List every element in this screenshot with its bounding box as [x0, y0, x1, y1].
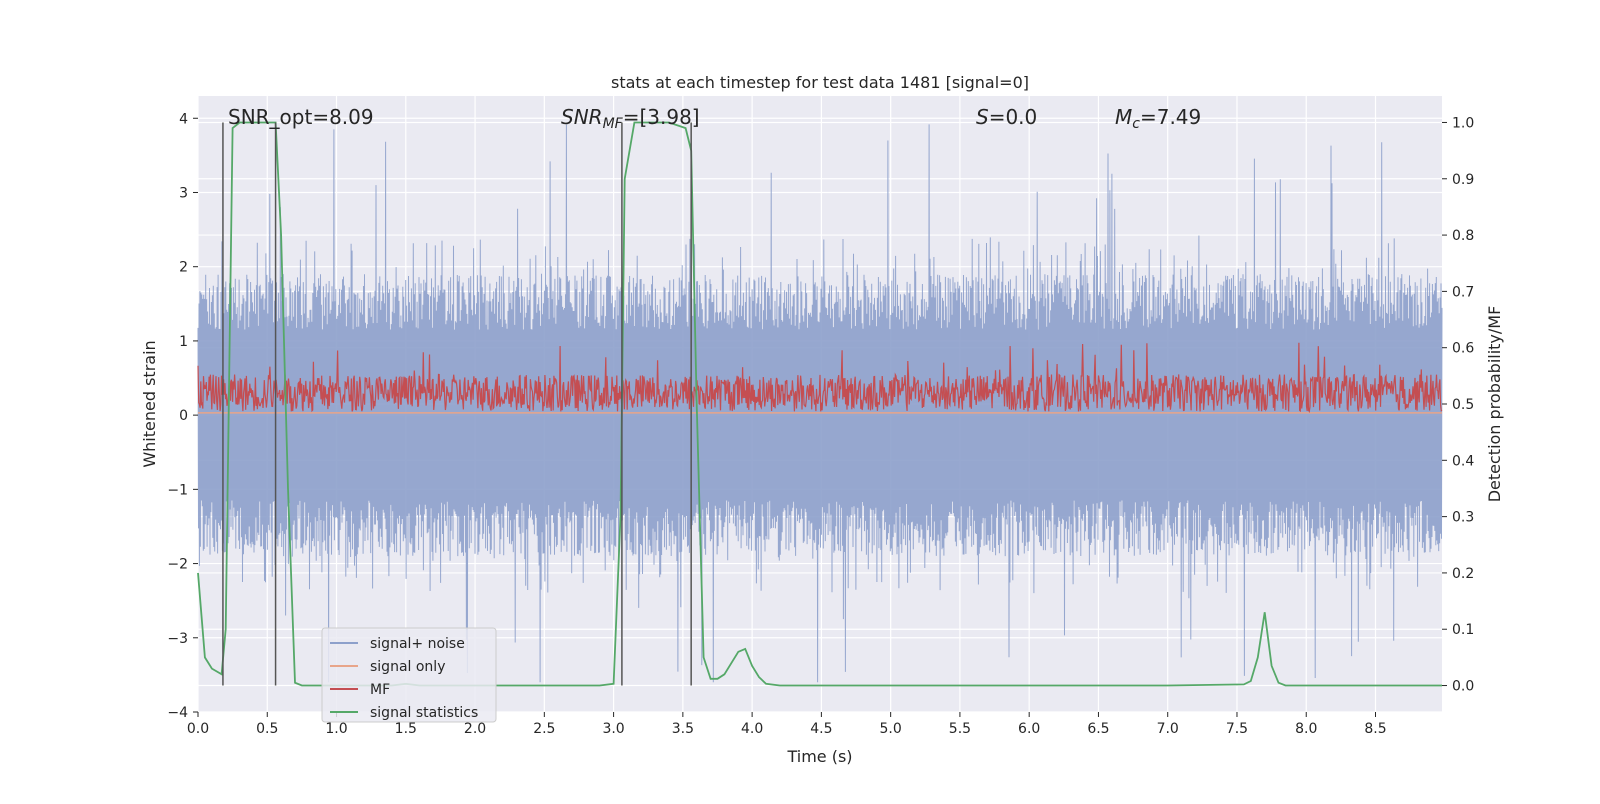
series-layer: [197, 121, 1443, 687]
mc-sub: c: [1132, 116, 1140, 132]
mc-main: M: [1115, 105, 1132, 129]
y-axis-label: Whitened strain: [140, 340, 159, 467]
legend-label: MF: [370, 682, 390, 698]
y-tick-label: 4: [179, 111, 188, 127]
annotation-snr-mf: SNRMF=[3.98]: [561, 105, 700, 132]
y-ticks: −4 −3 −2 −1 0 1 2 3 4: [167, 111, 198, 721]
y2-tick-label: 0.6: [1452, 341, 1474, 357]
series-signal-statistics: [197, 121, 1442, 687]
y2-tick-label: 0.9: [1452, 172, 1474, 188]
y2-tick-label: 0.2: [1452, 566, 1474, 582]
x-tick-label: 5.5: [949, 721, 971, 737]
y2-tick-label: 0.4: [1452, 453, 1474, 469]
y-tick-label: 0: [179, 408, 188, 424]
y2-tick-label: 0.8: [1452, 228, 1474, 244]
snr-mf-rest: =[3.98]: [623, 105, 700, 129]
annotation-mc: Mc=7.49: [1115, 105, 1201, 132]
y-tick-label: −2: [167, 557, 188, 573]
snr-mf-sub: MF: [603, 116, 624, 132]
legend-label: signal statistics: [370, 705, 478, 721]
y2-tick-label: 0.1: [1452, 622, 1474, 638]
y2-ticks: 0.0 0.1 0.2 0.3 0.4 0.5 0.6 0.7 0.8 0.9 1.0: [1442, 115, 1474, 695]
x-tick-label: 3.5: [672, 721, 694, 737]
y-tick-label: 3: [179, 185, 188, 201]
legend-box: [321, 627, 497, 723]
x-tick-label: 8.5: [1364, 721, 1386, 737]
y2-tick-label: 1.0: [1452, 115, 1474, 131]
y2-tick-label: 0.0: [1452, 679, 1474, 695]
y-tick-label: −4: [167, 705, 188, 721]
y-tick-label: −3: [167, 631, 188, 647]
x-axis-label: Time (s): [786, 747, 852, 766]
y2-tick-label: 0.5: [1452, 397, 1474, 413]
x-tick-label: 7.0: [1157, 721, 1179, 737]
x-tick-label: 0.5: [256, 721, 278, 737]
annotation-s: S=0.0: [976, 105, 1037, 129]
legend: signal+ noise signal only MF signal statist…: [321, 627, 497, 723]
legend-label: signal+ noise: [370, 636, 465, 652]
x-tick-label: 2.5: [533, 721, 555, 737]
y-tick-label: 2: [179, 260, 188, 276]
mc-rest: =7.49: [1140, 105, 1201, 129]
x-tick-label: 1.0: [325, 721, 347, 737]
y2-tick-label: 0.3: [1452, 510, 1474, 526]
chart-title: stats at each timestep for test data 148…: [611, 73, 1029, 92]
y2-tick-label: 0.7: [1452, 284, 1474, 300]
x-tick-label: 6.0: [1018, 721, 1040, 737]
vertical-markers: [222, 122, 692, 686]
y-tick-label: −1: [167, 482, 188, 498]
s-main: S: [976, 105, 989, 129]
series-mf: [197, 342, 1443, 413]
x-tick-label: 8.0: [1295, 721, 1317, 737]
x-tick-label: 0.0: [187, 721, 209, 737]
s-rest: =0.0: [989, 105, 1038, 129]
x-tick-label: 7.5: [1226, 721, 1248, 737]
x-tick-label: 5.0: [880, 721, 902, 737]
x-tick-label: 6.5: [1087, 721, 1109, 737]
series-signal-noise: [197, 124, 1443, 683]
x-ticks: 0.0 0.5 1.0 1.5 2.0 2.5 3.0 3.5 4.0 4.5 5.0 5.5 6.0 6…: [187, 712, 1387, 737]
legend-label: signal only: [370, 659, 445, 675]
snr-mf-main: SNR: [561, 105, 603, 129]
y2-axis-label: Detection probability/MF: [1485, 306, 1504, 503]
x-tick-label: 3.0: [602, 721, 624, 737]
x-tick-label: 1.5: [395, 721, 417, 737]
x-tick-label: 4.0: [741, 721, 763, 737]
x-tick-label: 4.5: [810, 721, 832, 737]
y-tick-label: 1: [179, 334, 188, 350]
x-tick-label: 2.0: [464, 721, 486, 737]
annotation-snr-opt: SNR_opt=8.09: [228, 105, 374, 129]
